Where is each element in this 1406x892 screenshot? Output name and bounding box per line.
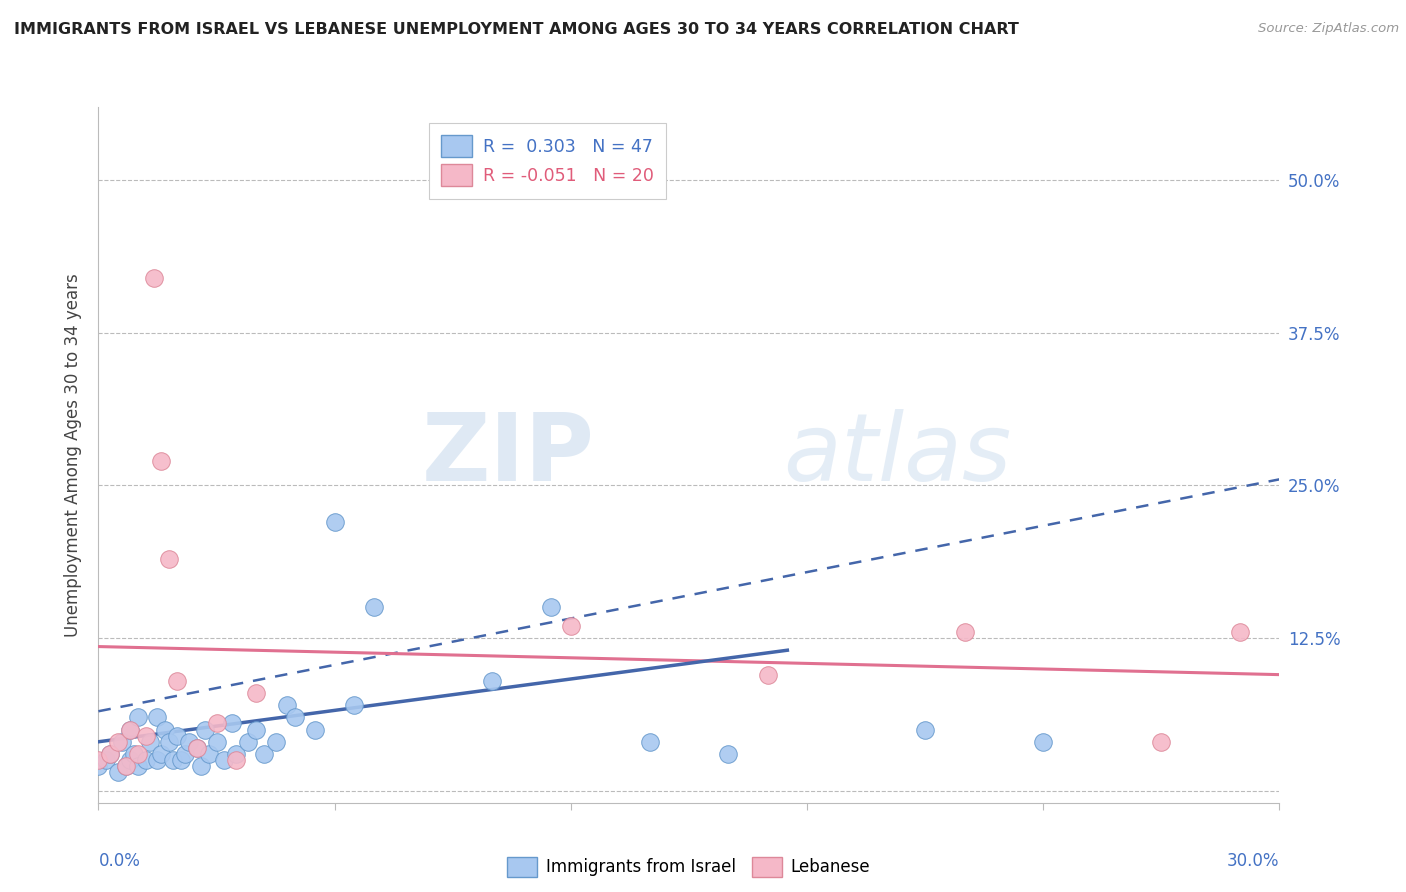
- Point: [118, 753, 141, 767]
- Point: [155, 723, 177, 737]
- Point: [142, 271, 165, 285]
- Point: [150, 454, 173, 468]
- Point: [111, 735, 134, 749]
- Point: [560, 619, 582, 633]
- Point: [343, 698, 366, 713]
- Point: [756, 667, 779, 681]
- Point: [146, 753, 169, 767]
- Point: [253, 747, 276, 761]
- Point: [953, 624, 976, 639]
- Point: [127, 710, 149, 724]
- Point: [107, 735, 129, 749]
- Point: [236, 735, 259, 749]
- Point: [363, 600, 385, 615]
- Point: [115, 759, 138, 773]
- Point: [481, 673, 503, 688]
- Text: Source: ZipAtlas.com: Source: ZipAtlas.com: [1258, 22, 1399, 36]
- Text: ZIP: ZIP: [422, 409, 595, 501]
- Point: [96, 753, 118, 767]
- Point: [146, 710, 169, 724]
- Legend: Immigrants from Israel, Lebanese: Immigrants from Israel, Lebanese: [499, 849, 879, 885]
- Point: [190, 759, 212, 773]
- Text: 30.0%: 30.0%: [1227, 852, 1279, 870]
- Point: [118, 723, 141, 737]
- Point: [914, 723, 936, 737]
- Point: [186, 740, 208, 755]
- Point: [170, 753, 193, 767]
- Point: [323, 515, 346, 529]
- Point: [135, 729, 157, 743]
- Point: [245, 686, 267, 700]
- Point: [166, 673, 188, 688]
- Point: [122, 747, 145, 761]
- Point: [127, 759, 149, 773]
- Point: [205, 735, 228, 749]
- Point: [186, 740, 208, 755]
- Point: [87, 753, 110, 767]
- Point: [1229, 624, 1251, 639]
- Point: [177, 735, 200, 749]
- Point: [118, 723, 141, 737]
- Y-axis label: Unemployment Among Ages 30 to 34 years: Unemployment Among Ages 30 to 34 years: [65, 273, 83, 637]
- Point: [1032, 735, 1054, 749]
- Point: [127, 747, 149, 761]
- Point: [157, 735, 180, 749]
- Point: [174, 747, 197, 761]
- Point: [717, 747, 740, 761]
- Point: [264, 735, 287, 749]
- Point: [276, 698, 298, 713]
- Point: [150, 747, 173, 761]
- Point: [166, 729, 188, 743]
- Point: [135, 753, 157, 767]
- Point: [638, 735, 661, 749]
- Point: [205, 716, 228, 731]
- Point: [1150, 735, 1173, 749]
- Point: [138, 735, 160, 749]
- Point: [115, 759, 138, 773]
- Point: [87, 759, 110, 773]
- Point: [225, 753, 247, 767]
- Point: [225, 747, 247, 761]
- Point: [197, 747, 219, 761]
- Point: [98, 747, 121, 761]
- Point: [98, 747, 121, 761]
- Point: [194, 723, 217, 737]
- Text: 0.0%: 0.0%: [98, 852, 141, 870]
- Point: [245, 723, 267, 737]
- Point: [214, 753, 236, 767]
- Point: [162, 753, 184, 767]
- Text: IMMIGRANTS FROM ISRAEL VS LEBANESE UNEMPLOYMENT AMONG AGES 30 TO 34 YEARS CORREL: IMMIGRANTS FROM ISRAEL VS LEBANESE UNEMP…: [14, 22, 1019, 37]
- Point: [284, 710, 307, 724]
- Point: [157, 551, 180, 566]
- Point: [540, 600, 562, 615]
- Point: [107, 765, 129, 780]
- Text: atlas: atlas: [783, 409, 1012, 500]
- Point: [304, 723, 326, 737]
- Point: [221, 716, 243, 731]
